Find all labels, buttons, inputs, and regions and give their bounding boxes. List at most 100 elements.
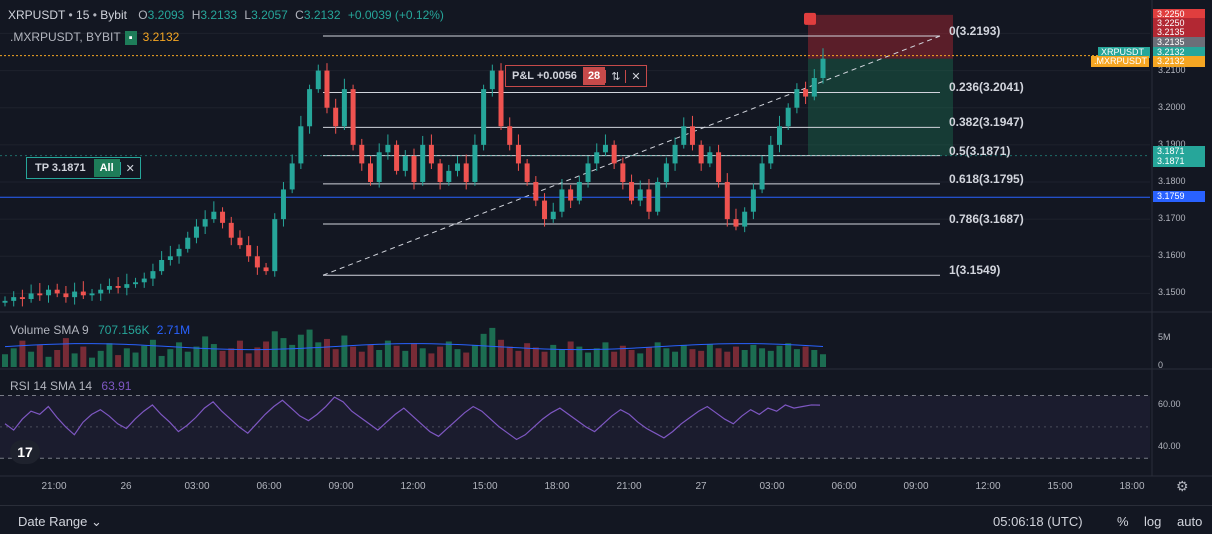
price-axis-tag[interactable]: 3.2250 (1153, 18, 1205, 30)
price-axis-tag[interactable]: 3.2132 (1153, 55, 1205, 67)
secondary-symbol-tag[interactable]: .MXRPUSDT (1091, 55, 1149, 67)
candle-body (820, 58, 826, 78)
volume-bar (715, 348, 722, 367)
close-position-icon[interactable]: ✕ (625, 69, 645, 83)
candle-body (611, 144, 617, 164)
clock-time[interactable]: 05:06:18 (UTC) (993, 514, 1083, 529)
position-quantity[interactable]: 28 (582, 67, 606, 85)
volume-bar (358, 351, 365, 367)
exchange-label: Bybit (100, 8, 127, 22)
auto-toggle[interactable]: auto (1177, 514, 1203, 529)
volume-bar (515, 350, 522, 367)
candle-body (150, 271, 156, 279)
pnl-label: P&L +0.0056 (512, 70, 577, 82)
volume-bar (689, 349, 696, 367)
price-axis-tag[interactable]: 3.1871 (1153, 156, 1205, 168)
volume-bar (350, 346, 357, 367)
volume-bar (506, 346, 513, 367)
rsi-indicator-name[interactable]: RSI 14 SMA 14 (10, 379, 93, 393)
close-all-button[interactable]: All (93, 159, 120, 177)
candle-body (394, 144, 400, 171)
volume-indicator-name[interactable]: Volume SMA 9 (10, 323, 89, 337)
volume-axis-5m: 5M (1158, 332, 1171, 342)
volume-bar (602, 342, 609, 367)
candle-body (524, 163, 530, 182)
candle-body (507, 126, 513, 145)
interval-label[interactable]: 15 (76, 8, 90, 22)
candle-body (663, 163, 669, 182)
volume-legend[interactable]: Volume SMA 9 707.156K 2.71M (10, 323, 190, 337)
candle-body (167, 256, 173, 260)
chevron-down-icon: ⌄ (91, 514, 102, 529)
price-axis-tag[interactable]: 3.2135 (1153, 37, 1205, 49)
volume-bar (750, 344, 757, 367)
volume-bar (776, 345, 783, 367)
price-axis-tag[interactable]: 3.2135 (1153, 27, 1205, 39)
price-axis-tag[interactable]: 3.2132 (1153, 46, 1205, 58)
candle-body (811, 78, 817, 97)
candle-body (803, 89, 809, 97)
volume-bar (141, 345, 148, 367)
candle-body (594, 152, 600, 164)
volume-bar (558, 349, 565, 367)
candle-body (498, 70, 504, 127)
date-range-button[interactable]: Date Range ⌄ (18, 514, 102, 529)
candle-body (733, 219, 739, 227)
symbol-header[interactable]: XRPUSDT • 15 • Bybit O3.2093 H3.2133 L3.… (8, 8, 444, 22)
candle-body (63, 293, 69, 298)
rsi-axis-40: 40.00 (1158, 441, 1181, 451)
tradingview-logo-icon[interactable]: 17 (10, 440, 40, 464)
time-axis-label: 15:00 (472, 481, 498, 492)
volume-bar (793, 349, 800, 367)
volume-bar (115, 355, 122, 367)
candle-body (402, 156, 408, 171)
candle-body (689, 126, 695, 145)
candle-body (446, 170, 452, 182)
position-symbol-tag[interactable]: XRPUSDT (1098, 46, 1150, 58)
rsi-legend[interactable]: RSI 14 SMA 14 63.91 (10, 379, 131, 393)
candle-body (315, 70, 321, 90)
candle-body (768, 144, 774, 164)
volume-bar (680, 344, 687, 367)
secondary-symbol-label[interactable]: .MXRPUSDT, BYBIT (10, 30, 121, 44)
candle-body (568, 189, 574, 201)
volume-bar (576, 346, 583, 367)
take-profit-tag[interactable]: TP 3.1871 All ✕ (26, 157, 141, 179)
volume-bar (498, 339, 505, 367)
candle-body (724, 182, 730, 220)
reverse-position-icon[interactable]: ⇅ (605, 69, 625, 83)
volume-bar (54, 350, 61, 367)
candle-body (481, 89, 487, 145)
secondary-symbol[interactable]: .MXRPUSDT, BYBIT ▪ 3.2132 (10, 30, 179, 45)
fib-level-label: 0.786(3.1687) (949, 211, 1024, 226)
candle-body (472, 144, 478, 182)
fib-level-label: 0.236(3.2041) (949, 80, 1024, 95)
settings-gear-icon[interactable]: ⚙ (1176, 478, 1189, 494)
close-label: C (295, 8, 304, 22)
volume-bar (123, 348, 130, 367)
percent-toggle[interactable]: % (1117, 514, 1129, 529)
volume-bar (672, 351, 679, 367)
fib-level-label: 0.618(3.1795) (949, 171, 1024, 186)
price-axis-tag[interactable]: 3.1871 (1153, 146, 1205, 158)
pnl-tag[interactable]: P&L +0.0056 28 ⇅ ✕ (505, 65, 647, 87)
take-profit-label[interactable]: TP 3.1871 (35, 162, 86, 174)
log-toggle[interactable]: log (1144, 514, 1162, 529)
volume-bar (585, 352, 592, 367)
price-axis-tick: 3.2000 (1158, 101, 1186, 112)
candle-body (794, 89, 800, 108)
take-profit-close-icon[interactable]: ✕ (119, 161, 140, 175)
symbol-name[interactable]: XRPUSDT (8, 8, 66, 22)
volume-bar (202, 336, 209, 367)
volume-bar (567, 341, 574, 367)
volume-bar (236, 340, 243, 367)
price-axis-tag[interactable]: 3.1759 (1153, 191, 1205, 203)
volume-bar (36, 344, 43, 367)
volume-bar (71, 353, 78, 367)
candle-body (159, 260, 165, 272)
volume-bar (759, 348, 766, 367)
candle-body (359, 144, 365, 164)
price-axis-tag[interactable]: 3.2250 (1153, 8, 1205, 20)
volume-bar (471, 344, 478, 367)
volume-bar (315, 342, 322, 367)
